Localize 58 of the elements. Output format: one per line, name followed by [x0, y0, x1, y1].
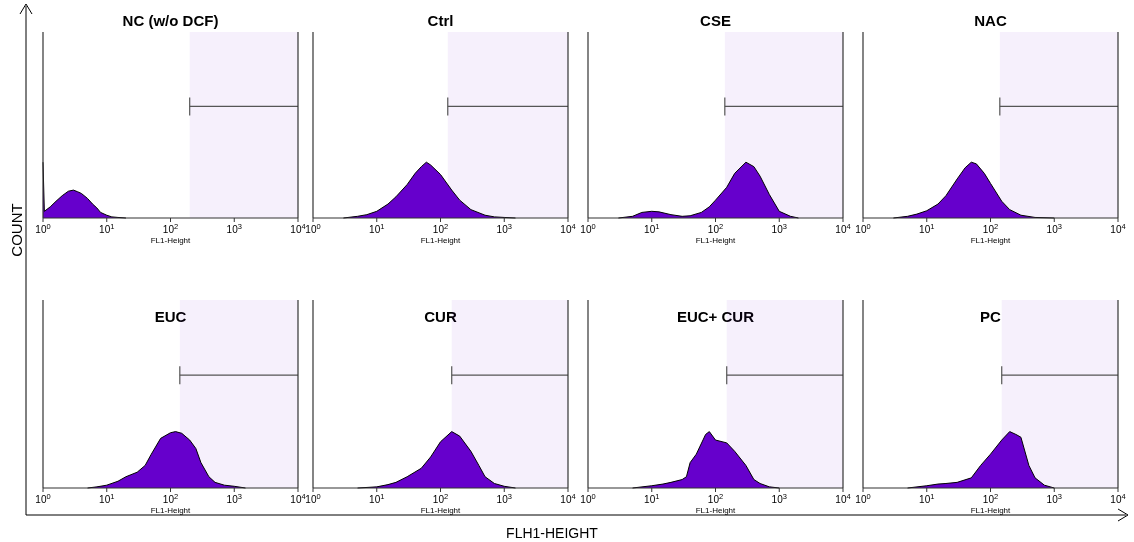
chart-title: EUC+ CUR — [676, 308, 755, 325]
x-axis-title: FL1-Height — [970, 506, 1012, 515]
x-axis-title: FL1-Height — [420, 506, 462, 515]
x-tick-label: 10$^{2}$ — [432, 221, 449, 235]
x-tick-label: 10$^{4}$ — [1110, 491, 1126, 505]
x-tick-label: 10$^{2}$ — [707, 491, 724, 505]
x-tick-label: 10$^{3}$ — [1046, 491, 1062, 505]
x-tick-label: 10$^{3}$ — [496, 491, 512, 505]
x-tick-label: 10$^{1}$ — [644, 491, 660, 505]
x-tick-label: 10$^{0}$ — [35, 221, 51, 235]
x-tick-label: 10$^{0}$ — [580, 221, 596, 235]
x-tick-label: 10$^{3}$ — [771, 221, 787, 235]
x-tick-label: 10$^{3}$ — [1046, 221, 1062, 235]
x-axis-title: FL1-Height — [970, 236, 1012, 245]
x-tick-label: 10$^{3}$ — [226, 221, 242, 235]
text: COUNT — [8, 203, 25, 257]
x-tick-label: 10$^{3}$ — [496, 221, 512, 235]
chart-title: PC — [980, 308, 1002, 325]
chart-title: Ctrl — [427, 12, 454, 29]
x-tick-label: 10$^{0}$ — [305, 491, 321, 505]
chart-title: CSE — [700, 12, 731, 29]
x-axis-title: FL1-Height — [695, 236, 737, 245]
x-tick-label: 10$^{1}$ — [919, 221, 935, 235]
x-tick-label: 10$^{1}$ — [919, 491, 935, 505]
x-tick-label: 10$^{0}$ — [305, 221, 321, 235]
x-tick-label: 10$^{4}$ — [290, 491, 306, 505]
x-tick-label: 10$^{0}$ — [855, 221, 871, 235]
x-tick-label: 10$^{1}$ — [644, 221, 660, 235]
text: FLH1-HEIGHT — [506, 525, 599, 541]
x-tick-label: 10$^{0}$ — [855, 491, 871, 505]
x-tick-label: 10$^{4}$ — [290, 221, 306, 235]
x-axis-title: FL1-Height — [420, 236, 462, 245]
x-tick-label: 10$^{4}$ — [560, 221, 576, 235]
x-tick-label: 10$^{2}$ — [432, 491, 449, 505]
chart-title: EUC — [154, 308, 187, 325]
x-tick-label: 10$^{2}$ — [162, 221, 179, 235]
x-tick-label: 10$^{0}$ — [580, 491, 596, 505]
x-tick-label: 10$^{2}$ — [707, 221, 724, 235]
x-axis-title: FL1-Height — [150, 236, 192, 245]
chart-title: NAC — [974, 12, 1007, 29]
x-tick-label: 10$^{1}$ — [369, 491, 385, 505]
x-tick-label: 10$^{3}$ — [226, 491, 242, 505]
x-tick-label: 10$^{4}$ — [560, 491, 576, 505]
x-tick-label: 10$^{4}$ — [835, 491, 851, 505]
chart-title: NC (w/o DCF) — [122, 12, 219, 29]
x-tick-label: 10$^{1}$ — [369, 221, 385, 235]
x-tick-label: 10$^{0}$ — [35, 491, 51, 505]
x-tick-label: 10$^{2}$ — [982, 221, 999, 235]
x-axis-title: FL1-Height — [695, 506, 737, 515]
x-tick-label: 10$^{4}$ — [835, 221, 851, 235]
x-tick-label: 10$^{1}$ — [99, 221, 115, 235]
x-tick-label: 10$^{2}$ — [982, 491, 999, 505]
x-axis-title: FL1-Height — [150, 506, 192, 515]
x-tick-label: 10$^{2}$ — [162, 491, 179, 505]
x-tick-label: 10$^{3}$ — [771, 491, 787, 505]
x-tick-label: 10$^{1}$ — [99, 491, 115, 505]
chart-title: CUR — [424, 308, 457, 325]
x-tick-label: 10$^{4}$ — [1110, 221, 1126, 235]
